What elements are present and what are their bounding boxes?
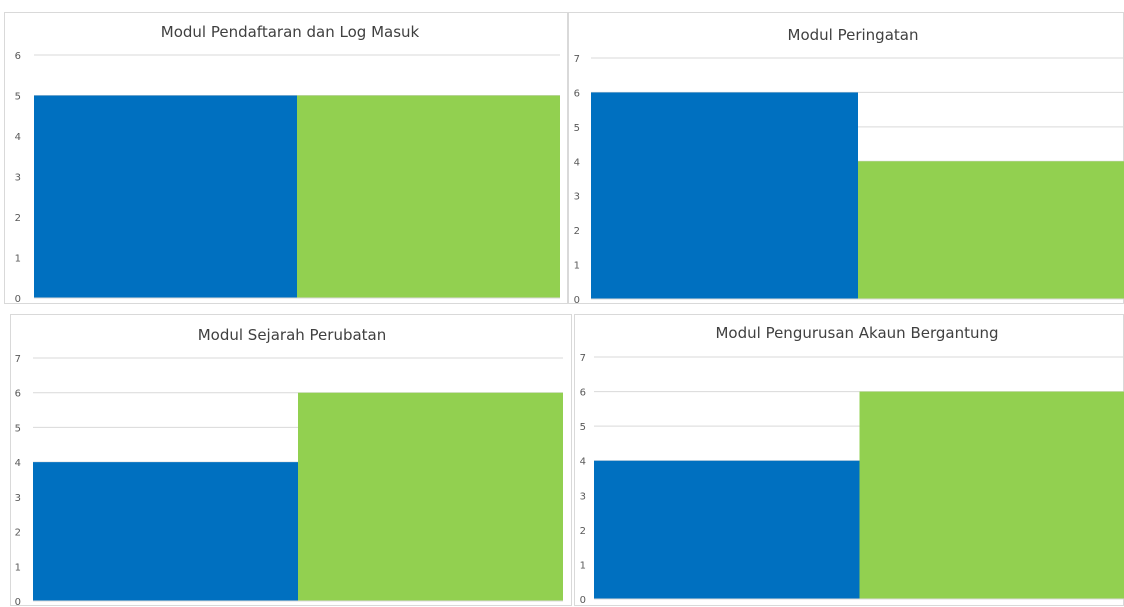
y-tick-label: 3 — [15, 493, 21, 504]
bar-2 — [298, 393, 563, 601]
y-tick-label: 4 — [574, 157, 580, 168]
chart-panel-alerts: Modul Peringatan 0 1 2 3 4 5 6 7 — [568, 12, 1124, 304]
y-tick-label: 1 — [580, 560, 586, 571]
y-tick-label: 3 — [574, 192, 580, 203]
y-tick-label: 6 — [580, 388, 586, 399]
chart-panel-dependent-accounts: Modul Pengurusan Akaun Bergantung 0 1 2 3 4 5 6… — [574, 314, 1124, 606]
y-tick-label: 3 — [580, 491, 586, 502]
chart-svg-dependent-accounts: Modul Pengurusan Akaun Bergantung 0 1 2 3 4 5 6… — [575, 315, 1124, 607]
y-tick-label: 7 — [574, 54, 580, 65]
chart-panel-registration-login: Modul Pendaftaran dan Log Masuk 0 1 2 3 4 5 6 — [4, 12, 568, 304]
y-tick-label: 6 — [15, 51, 21, 62]
y-tick-label: 1 — [574, 261, 580, 272]
y-tick-label: 0 — [580, 595, 586, 606]
y-tick-label: 2 — [580, 526, 586, 537]
y-tick-label: 0 — [15, 294, 21, 305]
y-tick-label: 4 — [15, 132, 21, 143]
y-tick-label: 7 — [15, 354, 21, 365]
y-tick-label: 1 — [15, 562, 21, 573]
chart-title: Modul Sejarah Perubatan — [198, 326, 387, 344]
bar-2 — [860, 392, 1124, 599]
chart-title: Modul Peringatan — [788, 26, 919, 44]
y-tick-label: 2 — [15, 528, 21, 539]
y-tick-label: 5 — [580, 422, 586, 433]
bar-2 — [858, 161, 1124, 299]
chart-svg-alerts: Modul Peringatan 0 1 2 3 4 5 6 7 — [569, 13, 1124, 305]
y-tick-label: 5 — [15, 92, 21, 103]
y-tick-label: 5 — [15, 423, 21, 434]
y-tick-label: 4 — [580, 457, 586, 468]
chart-svg-registration-login: Modul Pendaftaran dan Log Masuk 0 1 2 3 4 5 6 — [5, 13, 569, 305]
y-tick-label: 3 — [15, 173, 21, 184]
chart-title: Modul Pengurusan Akaun Bergantung — [715, 324, 998, 342]
y-tick-label: 7 — [580, 353, 586, 364]
chart-title: Modul Pendaftaran dan Log Masuk — [161, 23, 420, 41]
y-tick-label: 2 — [15, 213, 21, 224]
y-tick-label: 0 — [574, 295, 580, 306]
y-tick-label: 6 — [574, 88, 580, 99]
y-tick-label: 2 — [574, 226, 580, 237]
bar-1 — [33, 462, 298, 601]
bar-1 — [34, 96, 297, 299]
y-tick-label: 1 — [15, 254, 21, 265]
bar-1 — [591, 92, 858, 299]
bar-1 — [594, 461, 860, 599]
y-tick-label: 4 — [15, 458, 21, 469]
bar-2 — [297, 96, 560, 299]
y-tick-label: 6 — [15, 389, 21, 400]
y-tick-label: 5 — [574, 123, 580, 134]
